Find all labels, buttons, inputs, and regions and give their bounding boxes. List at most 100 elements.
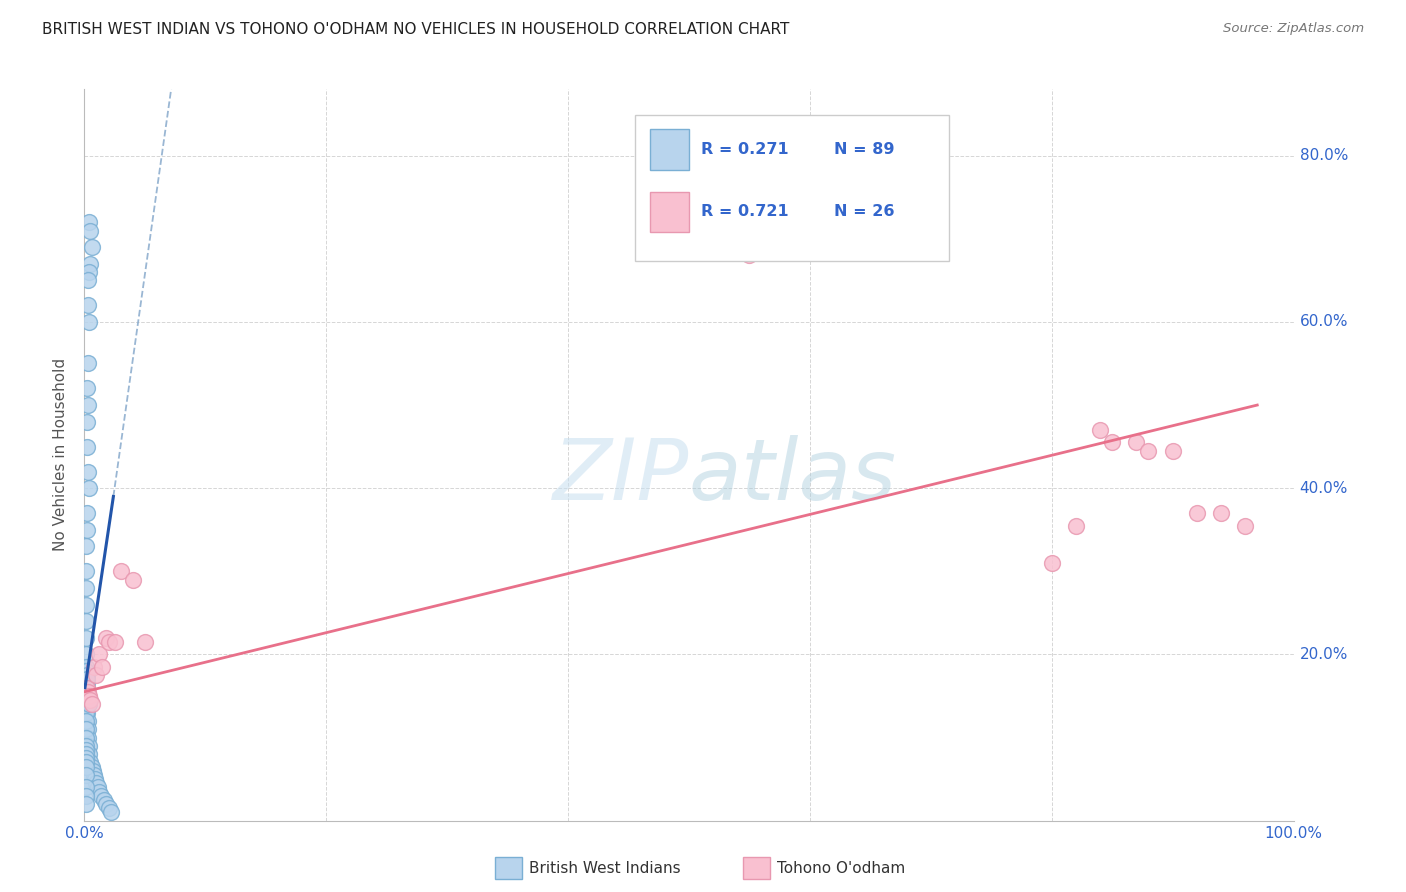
Point <box>86 780 108 795</box>
Point <box>75 698 97 712</box>
FancyBboxPatch shape <box>650 192 689 232</box>
Point <box>75 673 97 687</box>
Point <box>75 780 97 795</box>
Point <box>75 714 97 728</box>
Text: British West Indians: British West Indians <box>529 861 681 876</box>
Point <box>76 676 98 690</box>
Point <box>1185 506 1208 520</box>
Y-axis label: No Vehicles in Household: No Vehicles in Household <box>52 359 67 551</box>
Point <box>80 240 103 254</box>
Point <box>75 772 97 786</box>
Point <box>104 635 127 649</box>
Point <box>100 805 122 820</box>
Point <box>75 660 97 674</box>
Point <box>1137 443 1160 458</box>
Point <box>97 801 120 815</box>
Point <box>77 747 100 761</box>
Point <box>134 635 156 649</box>
Point <box>76 693 98 707</box>
Point <box>75 723 97 737</box>
Point <box>76 685 98 699</box>
Point <box>75 664 97 678</box>
Text: R = 0.721: R = 0.721 <box>702 204 789 219</box>
Point <box>77 689 100 703</box>
Point <box>76 706 98 720</box>
FancyBboxPatch shape <box>495 857 522 880</box>
Point <box>76 523 98 537</box>
Point <box>77 689 100 703</box>
Text: N = 26: N = 26 <box>834 204 894 219</box>
Point <box>76 685 98 699</box>
Point <box>86 668 108 682</box>
Point <box>77 465 100 479</box>
Text: Tohono O'odham: Tohono O'odham <box>778 861 905 876</box>
Text: N = 89: N = 89 <box>834 142 894 157</box>
Point <box>77 731 100 745</box>
Point <box>75 714 97 728</box>
Point <box>86 776 108 790</box>
Point <box>76 681 98 695</box>
Point <box>77 298 100 312</box>
Point <box>75 689 97 703</box>
Point <box>79 756 101 770</box>
Point <box>75 723 97 737</box>
Point <box>76 440 98 454</box>
Point <box>76 381 98 395</box>
Point <box>75 731 97 745</box>
Point <box>77 723 100 737</box>
Point <box>1234 518 1257 533</box>
Point <box>75 706 97 720</box>
Point <box>1088 423 1111 437</box>
Point <box>80 698 103 712</box>
Point <box>82 764 104 778</box>
Point <box>79 223 101 237</box>
Point <box>93 793 115 807</box>
Point <box>77 481 100 495</box>
Point <box>75 648 97 662</box>
Point <box>83 768 105 782</box>
Point <box>1125 435 1147 450</box>
Point <box>76 673 98 687</box>
Text: Source: ZipAtlas.com: Source: ZipAtlas.com <box>1223 22 1364 36</box>
Point <box>75 581 97 595</box>
Point <box>75 768 97 782</box>
Point <box>75 631 97 645</box>
Point <box>1101 435 1123 450</box>
Point <box>75 747 97 761</box>
Point <box>79 257 101 271</box>
Text: 80.0%: 80.0% <box>1299 148 1348 163</box>
Point <box>77 698 100 712</box>
Point <box>76 415 98 429</box>
Point <box>75 739 97 753</box>
Point <box>75 664 97 678</box>
Point <box>91 660 114 674</box>
Point <box>77 356 100 370</box>
Point <box>84 772 107 786</box>
Text: R = 0.271: R = 0.271 <box>702 142 789 157</box>
Point <box>75 764 97 778</box>
FancyBboxPatch shape <box>634 115 949 261</box>
Point <box>75 747 97 761</box>
Point <box>75 759 97 773</box>
Point <box>87 648 110 662</box>
Point <box>1064 518 1087 533</box>
Point <box>1161 443 1184 458</box>
Point <box>75 756 97 770</box>
Point <box>83 660 105 674</box>
Point <box>75 681 97 695</box>
Point <box>76 698 98 712</box>
Point <box>76 668 98 682</box>
Point <box>77 315 100 329</box>
Point <box>738 248 761 262</box>
Point <box>76 506 98 520</box>
Point <box>87 784 110 798</box>
Point <box>75 564 97 578</box>
FancyBboxPatch shape <box>650 129 689 169</box>
Point <box>121 573 143 587</box>
Point <box>75 751 97 765</box>
Point <box>1040 556 1063 570</box>
Point <box>79 693 101 707</box>
Point <box>75 598 97 612</box>
Point <box>77 398 100 412</box>
Point <box>77 739 100 753</box>
